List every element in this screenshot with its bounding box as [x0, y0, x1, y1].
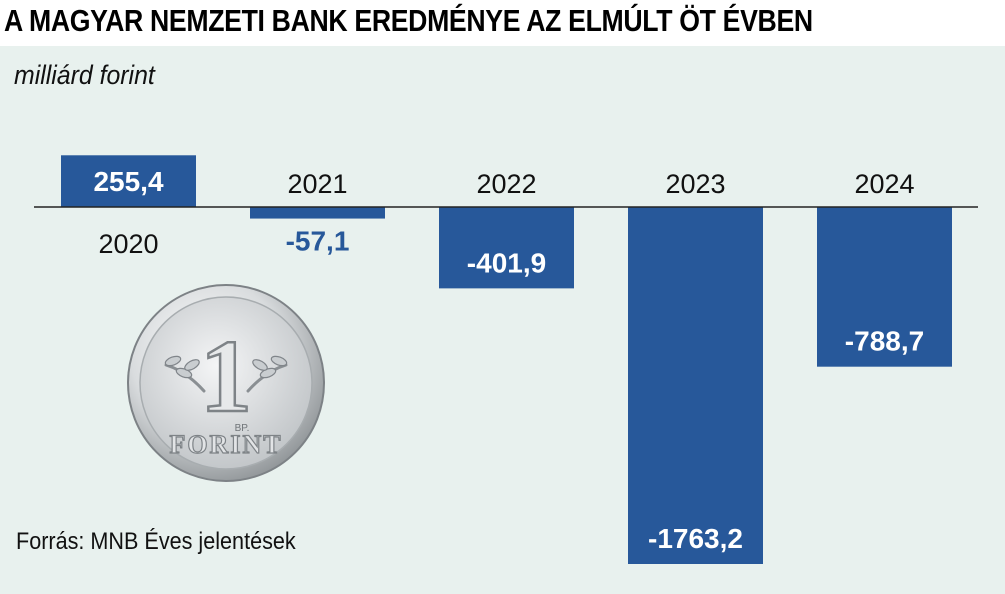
category-label-2024: 2024 — [854, 169, 914, 199]
coin-mint-mark: BP. — [235, 423, 250, 434]
category-label-2023: 2023 — [665, 169, 725, 199]
source-note: Forrás: MNB Éves jelentések — [16, 528, 296, 555]
category-label-2022: 2022 — [476, 169, 536, 199]
bar-2023 — [628, 207, 763, 564]
unit-label: milliárd forint — [14, 60, 155, 90]
forint-coin-illustration: 1 BP. FORINT — [126, 283, 326, 488]
chart-title: A MAGYAR NEMZETI BANK EREDMÉNYE AZ ELMÚL… — [4, 3, 813, 38]
bar-2024 — [817, 207, 952, 367]
coin-text: FORINT — [169, 430, 282, 459]
value-label-2023: -1763,2 — [648, 523, 743, 554]
value-label-2024: -788,7 — [845, 326, 924, 357]
value-label-2020: 255,4 — [93, 166, 163, 197]
coin-denomination: 1 — [200, 319, 252, 434]
value-label-2021: -57,1 — [286, 226, 350, 257]
bar-2021 — [250, 207, 385, 219]
bar-2020 — [61, 155, 196, 207]
bar-2022 — [439, 207, 574, 289]
value-label-2022: -401,9 — [467, 247, 546, 278]
category-label-2021: 2021 — [287, 169, 347, 199]
category-label-2020: 2020 — [98, 229, 158, 259]
